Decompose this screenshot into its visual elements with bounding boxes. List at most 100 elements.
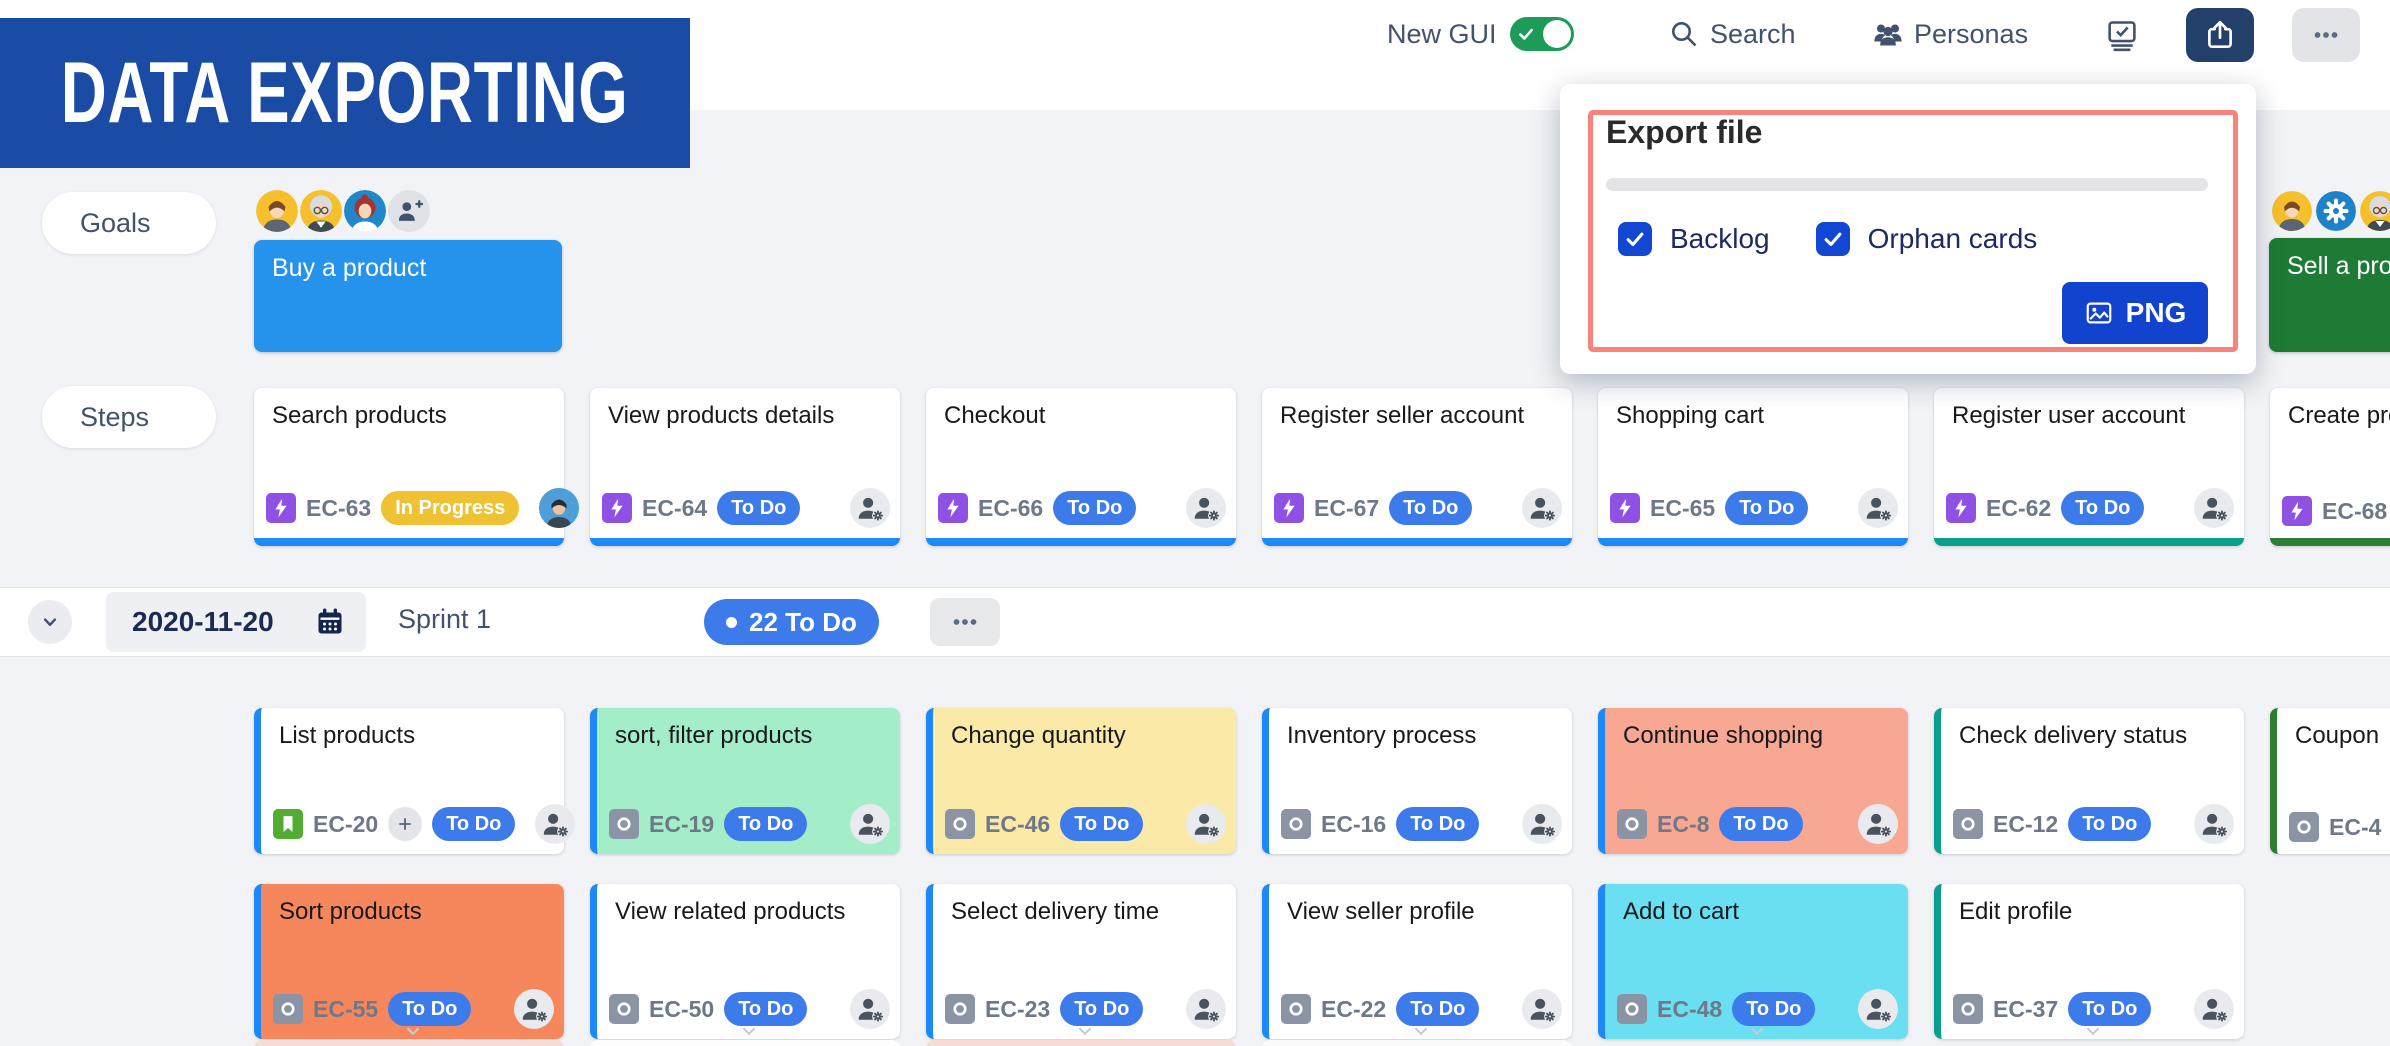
assignee-avatar[interactable] (539, 488, 580, 528)
story-card[interactable]: View related products EC-50 To Do (590, 884, 900, 1039)
assign-user-button[interactable] (1186, 488, 1226, 528)
assign-user-button[interactable] (1858, 804, 1898, 844)
assign-user-button[interactable] (850, 804, 890, 844)
story-card[interactable]: Edit profile EC-37 To Do (1934, 884, 2244, 1039)
assign-user-button[interactable] (2194, 989, 2234, 1029)
card-id: EC-16 (1321, 810, 1387, 837)
assign-user-button[interactable] (1858, 488, 1898, 528)
assign-user-button[interactable] (1858, 989, 1898, 1029)
status-badge: To Do (1396, 992, 1480, 1026)
assign-user-button[interactable] (1186, 804, 1226, 844)
assign-user-button[interactable] (2194, 488, 2234, 528)
assign-user-button[interactable] (1522, 804, 1562, 844)
story-card[interactable]: sort, filter products EC-19 To Do (590, 708, 900, 854)
card-expand-chevron-icon[interactable] (738, 1025, 760, 1037)
more-options-button[interactable] (2292, 8, 2360, 62)
sprint-more-button[interactable] (930, 598, 1000, 646)
status-badge: To Do (1053, 491, 1137, 525)
card-title: Inventory process (1287, 722, 1477, 749)
next-row-card-top (926, 1040, 1236, 1046)
persona-avatar-system-gear[interactable] (2316, 191, 2356, 231)
card-expand-chevron-icon[interactable] (1410, 1025, 1432, 1037)
task-circle-icon (1953, 994, 1983, 1024)
person-gear-icon (1191, 994, 1221, 1024)
personas-button[interactable]: Personas (1872, 18, 2028, 50)
step-card[interactable]: Search products EC-63 In Progress (254, 388, 580, 546)
person-gear-icon (1191, 493, 1221, 523)
status-badge: To Do (1719, 807, 1803, 841)
assign-user-button[interactable] (850, 989, 890, 1029)
card-id: EC-20 (313, 810, 379, 837)
persona-avatar-woman[interactable] (344, 190, 386, 232)
step-card[interactable]: View products details EC-64 To Do (590, 388, 900, 546)
board-view-button[interactable] (2104, 18, 2140, 54)
story-card[interactable]: Change quantity EC-46 To Do (926, 708, 1236, 854)
calendar-icon[interactable] (314, 606, 346, 638)
step-card[interactable]: Shopping cart EC-65 To Do (1598, 388, 1908, 546)
assign-user-button[interactable] (514, 989, 554, 1029)
status-badge: To Do (717, 491, 801, 525)
steps-label-text: Steps (80, 401, 150, 432)
task-circle-icon (609, 809, 639, 839)
story-card[interactable]: Sort products EC-55 To Do (254, 884, 564, 1039)
step-card[interactable]: Register user account EC-62 To Do (1934, 388, 2244, 546)
add-subtask-button[interactable] (388, 807, 423, 841)
task-circle-icon (945, 994, 975, 1024)
check-icon (1624, 228, 1646, 250)
story-card[interactable]: Add to cart EC-48 To Do (1598, 884, 1908, 1039)
epic-icon (266, 493, 296, 523)
search-button[interactable]: Search (1668, 18, 1796, 50)
person-gear-icon (1863, 493, 1893, 523)
person-gear-icon (1527, 493, 1557, 523)
story-card[interactable]: Inventory process EC-16 To Do (1262, 708, 1572, 854)
plus-icon (396, 815, 414, 833)
card-expand-chevron-icon[interactable] (2082, 1025, 2104, 1037)
card-expand-chevron-icon[interactable] (402, 1025, 424, 1037)
card-id: EC-37 (1993, 995, 2059, 1022)
card-expand-chevron-icon[interactable] (1074, 1025, 1096, 1037)
assign-user-button[interactable] (535, 804, 576, 844)
add-persona-button[interactable] (388, 190, 430, 232)
persona-avatar-man-2[interactable] (2272, 191, 2312, 231)
goal-card[interactable]: Buy a product (254, 240, 562, 352)
assign-user-button[interactable] (850, 488, 890, 528)
export-share-button[interactable] (2186, 8, 2254, 62)
search-label: Search (1710, 18, 1796, 49)
export-png-button[interactable]: PNG (2062, 282, 2208, 344)
story-card[interactable]: Coupon EC-4 To Do (2270, 708, 2390, 854)
person-gear-icon (2199, 809, 2229, 839)
card-title: Change quantity (951, 722, 1126, 749)
png-button-label: PNG (2125, 297, 2187, 328)
assign-user-button[interactable] (2194, 804, 2234, 844)
card-id: EC-46 (985, 810, 1051, 837)
persona-avatar-granny-2[interactable] (2360, 191, 2390, 231)
persona-avatar-man[interactable] (256, 190, 298, 232)
search-icon (1668, 18, 1700, 50)
story-card[interactable]: Select delivery time EC-23 To Do (926, 884, 1236, 1039)
task-circle-icon (945, 809, 975, 839)
step-card[interactable]: Checkout EC-66 To Do (926, 388, 1236, 546)
story-card[interactable]: View seller profile EC-22 To Do (1262, 884, 1572, 1039)
card-title: Sort products (279, 898, 422, 925)
backlog-checkbox[interactable] (1618, 222, 1652, 256)
status-badge: To Do (1725, 491, 1809, 525)
step-card[interactable]: Create product EC-68 To Do (2270, 388, 2390, 546)
sprint-status-badge[interactable]: 22 To Do (704, 599, 879, 645)
assign-user-button[interactable] (1522, 488, 1562, 528)
step-card[interactable]: Register seller account EC-67 To Do (1262, 388, 1572, 546)
new-gui-toggle[interactable] (1510, 17, 1574, 51)
assign-user-button[interactable] (1522, 989, 1562, 1029)
card-id: EC-50 (649, 995, 715, 1022)
persona-avatar-granny[interactable] (300, 190, 342, 232)
story-card[interactable]: List products EC-20 To Do (254, 708, 576, 854)
card-expand-chevron-icon[interactable] (1746, 1025, 1768, 1037)
goal-card[interactable]: Sell a product (2269, 238, 2390, 352)
sprint-collapse-button[interactable] (28, 600, 72, 644)
personas-label: Personas (1914, 18, 2029, 49)
sprint-date-picker[interactable]: 2020-11-20 (106, 592, 366, 652)
assign-user-button[interactable] (1186, 989, 1226, 1029)
orphan-cards-checkbox[interactable] (1815, 222, 1850, 256)
story-card[interactable]: Continue shopping EC-8 To Do (1598, 708, 1908, 854)
story-card[interactable]: Check delivery status EC-12 To Do (1934, 708, 2244, 854)
card-title: Create product (2288, 402, 2390, 429)
